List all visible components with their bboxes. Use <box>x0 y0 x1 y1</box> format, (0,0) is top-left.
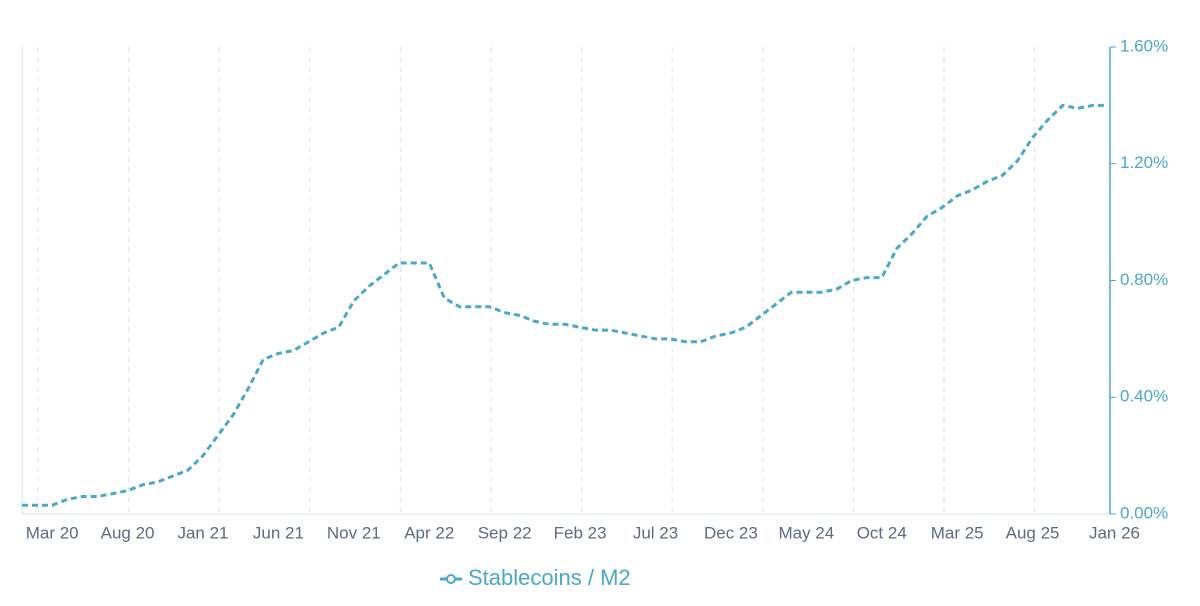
x-tick-label: Feb 23 <box>554 523 607 542</box>
x-tick-label: Jan 26 <box>1089 523 1140 542</box>
x-tick-label: Oct 24 <box>857 523 907 542</box>
y-tick-label: 1.20% <box>1120 153 1168 172</box>
x-tick-label: Sep 22 <box>478 523 532 542</box>
y-tick-label: 0.00% <box>1120 503 1168 522</box>
legend-marker <box>446 574 456 584</box>
x-tick-label: Dec 23 <box>704 523 758 542</box>
y-tick-label: 0.80% <box>1120 270 1168 289</box>
x-tick-label: Aug 20 <box>101 523 155 542</box>
x-tick-label: Jun 21 <box>253 523 304 542</box>
x-tick-label: Aug 25 <box>1006 523 1060 542</box>
x-tick-label: Apr 22 <box>404 523 454 542</box>
line-series <box>22 103 1108 507</box>
x-tick-label: Mar 20 <box>26 523 79 542</box>
legend-label: Stablecoins / M2 <box>468 565 631 590</box>
x-tick-label: Jan 21 <box>177 523 228 542</box>
x-tick-label: May 24 <box>778 523 834 542</box>
x-tick-label: Jul 23 <box>633 523 678 542</box>
y-tick-label: 1.60% <box>1120 36 1168 55</box>
x-tick-label: Nov 21 <box>327 523 381 542</box>
y-tick-label: 0.40% <box>1120 387 1168 406</box>
x-tick-label: Mar 25 <box>931 523 984 542</box>
